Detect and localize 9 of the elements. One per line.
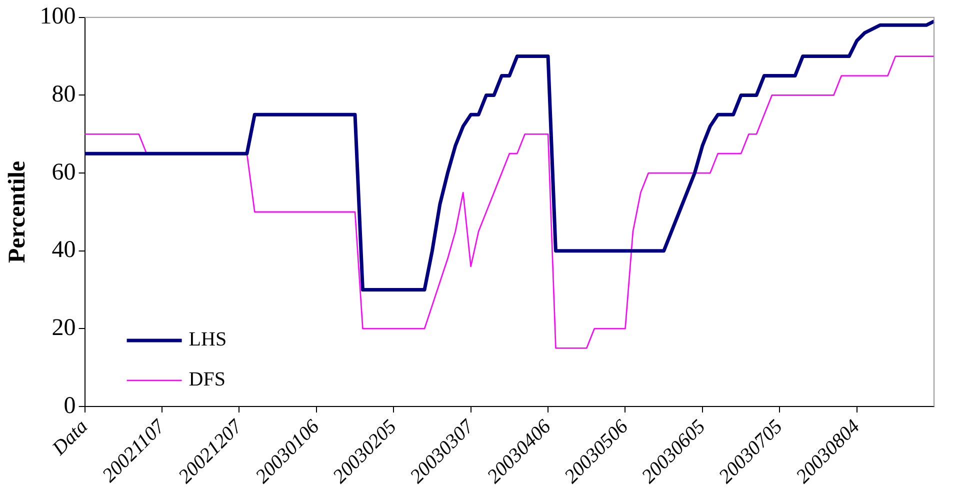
legend-label: LHS [188,328,227,351]
y-tick-label: 80 [52,82,76,108]
legend-label: DFS [188,368,226,391]
y-axis-title: Percentile [4,160,31,264]
y-tick-label: 0 [64,392,76,419]
y-tick-label: 40 [52,237,76,264]
y-tick-label: 20 [52,314,76,341]
y-tick-label: 60 [52,159,76,186]
y-tick-label: 100 [40,4,76,30]
